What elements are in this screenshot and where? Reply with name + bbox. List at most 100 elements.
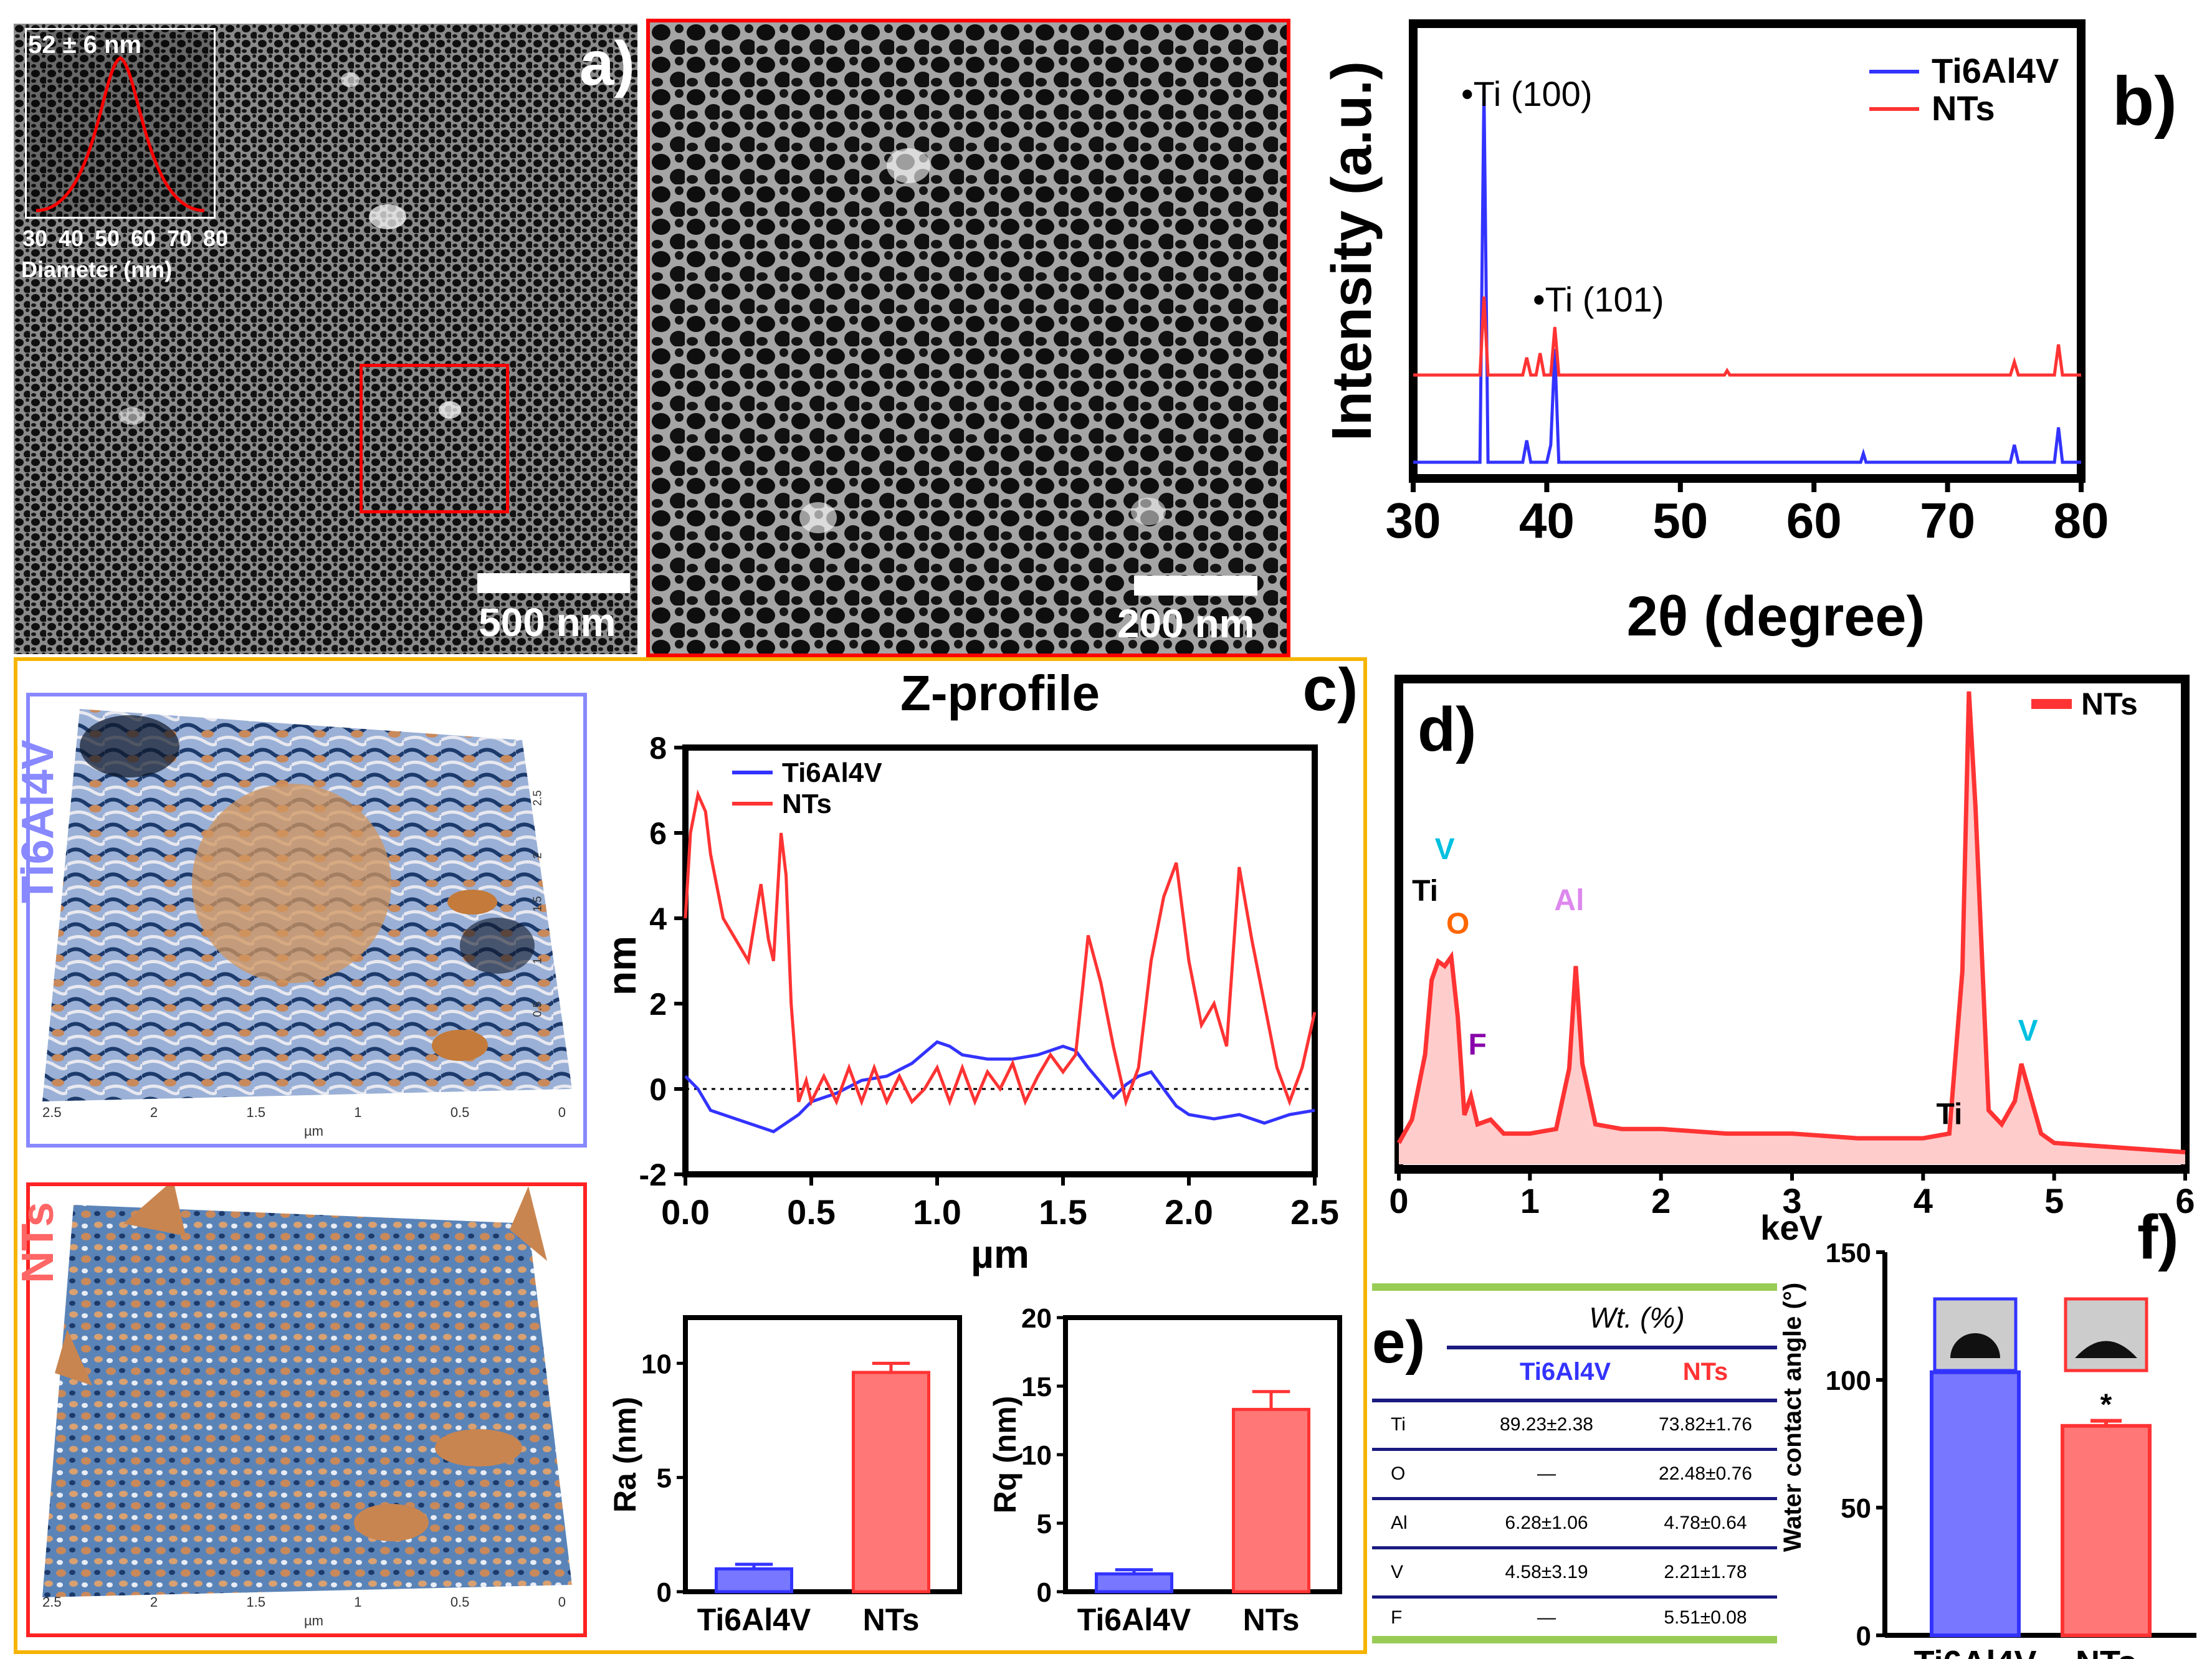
- sem-texture-zoom: [650, 22, 1287, 654]
- f-bar-NTs: [2061, 1424, 2152, 1637]
- eds-xtick-label: 2: [1651, 1181, 1671, 1220]
- zprofile-ytick-label: 0: [649, 1072, 667, 1107]
- ra-bar-NTs: [852, 1371, 930, 1594]
- inset-tick: 60: [130, 226, 156, 251]
- afm-nts-tick: 0: [558, 1594, 566, 1610]
- table-bottom-rule: [1372, 1636, 1777, 1643]
- droplet-nts: [2075, 1341, 2137, 1358]
- inset-tick: 30: [22, 226, 48, 251]
- afm-ti-tick: 0: [558, 1105, 566, 1120]
- afm-nts-label: NTs: [13, 1202, 63, 1283]
- inset-tick: 50: [94, 226, 120, 251]
- panel-a-label: a): [579, 29, 635, 98]
- table-cell-ti: —: [1537, 1463, 1556, 1484]
- xrd-ylabel: Intensity (a.u.): [1321, 61, 1383, 441]
- table-row: F — 5.51±0.08: [1372, 1599, 1777, 1635]
- zprofile-ytick-label: 8: [649, 731, 667, 766]
- zprofile-xtick-label: 1.5: [1039, 1192, 1087, 1232]
- table-row: O — 22.48±0.76: [1372, 1451, 1777, 1500]
- zoom-region-box: [360, 364, 509, 513]
- f-ytick-label: 100: [1826, 1366, 1871, 1396]
- afm-ti-side-tick: 2: [531, 852, 544, 859]
- eds-peak-label-Ti: Ti: [1412, 875, 1438, 908]
- rq-category-label: NTs: [1243, 1602, 1300, 1637]
- table-cell-ti: 4.58±3.19: [1505, 1562, 1588, 1582]
- afm-ti-surface: [42, 709, 572, 1101]
- zprofile-xtick-label: 2.0: [1165, 1192, 1213, 1232]
- table-cell-element: F: [1391, 1607, 1403, 1628]
- afm-nts-tick: 2: [150, 1594, 158, 1610]
- table-top-rule: [1372, 1283, 1777, 1291]
- rq-category-label: Ti6Al4V: [1077, 1602, 1191, 1637]
- xrd-xtick-label: 30: [1386, 493, 1441, 548]
- panel-e-table: Wt. (%) e) Ti6Al4V NTs Ti 89.23±2.38 73.…: [1372, 1283, 1777, 1645]
- f-category-label: NTs: [2076, 1644, 2137, 1659]
- afm-nts-unit: µm: [304, 1613, 324, 1628]
- afm-nts-tick: 0.5: [450, 1594, 470, 1610]
- panel-e-label: e): [1372, 1309, 1426, 1376]
- eds-peak-label-V: V: [1435, 833, 1455, 866]
- zprofile-ylabel: nm: [611, 936, 644, 996]
- afm-nts-surface: [42, 1180, 572, 1597]
- inset-tick: 80: [203, 226, 228, 251]
- inset-gaussian: [36, 56, 205, 212]
- afm-ti-tick: 1: [354, 1105, 362, 1120]
- table-row: Ti 89.23±2.38 73.82±1.76: [1372, 1402, 1777, 1451]
- f-significance-mark: *: [2100, 1389, 2112, 1422]
- f-bar-Ti6Al4V: [1930, 1370, 2021, 1637]
- panel-c-container: [14, 657, 1367, 1654]
- panel-d-label: d): [1418, 695, 1476, 764]
- eds-peak-label-O: O: [1446, 907, 1469, 940]
- afm-ti-label: Ti6Al4V: [13, 739, 63, 903]
- ra-ylabel: Ra (nm): [611, 1397, 642, 1513]
- panel-a-sem-wide: [14, 24, 637, 654]
- panel-c-ra: 0 5 10 Ti6Al4V NTs Ra (nm): [611, 1315, 962, 1637]
- eds-xtick-label: 1: [1520, 1181, 1540, 1220]
- table-cell-nts: 22.48±0.76: [1659, 1463, 1752, 1484]
- f-ylabel: Water contact angle (°): [1782, 1283, 1806, 1552]
- afm-nts-tick: 1.5: [246, 1594, 265, 1610]
- table-cell-element: O: [1391, 1463, 1406, 1484]
- droplet-ti: [1950, 1333, 2000, 1358]
- afm-ti-tick: 2: [150, 1105, 158, 1120]
- inset-tick-row: 30 40 50 60 70 80: [22, 226, 228, 252]
- ra-frame: [683, 1315, 962, 1594]
- afm-ti-tick: 0.5: [450, 1105, 470, 1120]
- afm-nts-frame: 2.5 2 1.5 1 0.5 0 µm: [26, 1180, 587, 1637]
- rq-bar-Ti6Al4V: [1095, 1572, 1173, 1594]
- zprofile-xtick-label: 1.0: [913, 1192, 961, 1232]
- eds-peak-label-V: V: [2018, 1014, 2038, 1047]
- zprofile-ytick-label: 2: [649, 987, 667, 1022]
- scale-bar-wide: [477, 573, 630, 593]
- afm-ti-side-tick: 1.5: [531, 895, 544, 911]
- zprofile-legend-ti: Ti6Al4V: [782, 758, 882, 788]
- table-row: V 4.58±3.19 2.21±1.78: [1372, 1549, 1777, 1599]
- rq-ytick-label: 10: [1021, 1440, 1052, 1471]
- afm-ti-tick: 2.5: [42, 1105, 62, 1120]
- f-ytick-label: 150: [1826, 1238, 1871, 1268]
- table-cell-nts: 2.21±1.78: [1664, 1562, 1747, 1582]
- xrd-legend-ti: Ti6Al4V: [1932, 51, 2059, 90]
- inset-title: 52 ± 6 nm: [28, 31, 142, 59]
- panel-b-xrd: 30 40 50 60 70 80 Intensity (a.u.) 2θ (degree…: [1321, 19, 2177, 648]
- zprofile-xtick-label: 2.5: [1290, 1192, 1339, 1232]
- droplet-image-nts: [2064, 1297, 2148, 1372]
- rq-ylabel: Rq (nm): [991, 1396, 1023, 1514]
- zprofile-legend-nts: NTs: [782, 789, 832, 819]
- table-col-ti: Ti6Al4V: [1520, 1358, 1611, 1386]
- afm-ti-side-tick: 0.5: [531, 1001, 544, 1017]
- zprofile-ytick-label: -2: [639, 1157, 667, 1192]
- ra-category-label: Ti6Al4V: [697, 1602, 811, 1637]
- scale-bar-zoom: [1134, 576, 1257, 596]
- zprofile-ytick-label: 6: [649, 816, 667, 851]
- table-cell-ti: —: [1537, 1607, 1556, 1628]
- eds-xtick-label: 4: [1914, 1181, 1933, 1220]
- ra-ytick-label: 5: [657, 1463, 672, 1494]
- panel-c-label: c): [1303, 667, 1358, 724]
- f-ytick-label: 50: [1841, 1493, 1871, 1524]
- xrd-xtick-label: 70: [1920, 493, 1975, 548]
- zprofile-xlabel: µm: [971, 1232, 1029, 1276]
- ra-bar-Ti6Al4V: [715, 1567, 793, 1594]
- eds-area: [1399, 692, 2185, 1164]
- panel-a-inset: 52 ± 6 nm: [25, 28, 216, 219]
